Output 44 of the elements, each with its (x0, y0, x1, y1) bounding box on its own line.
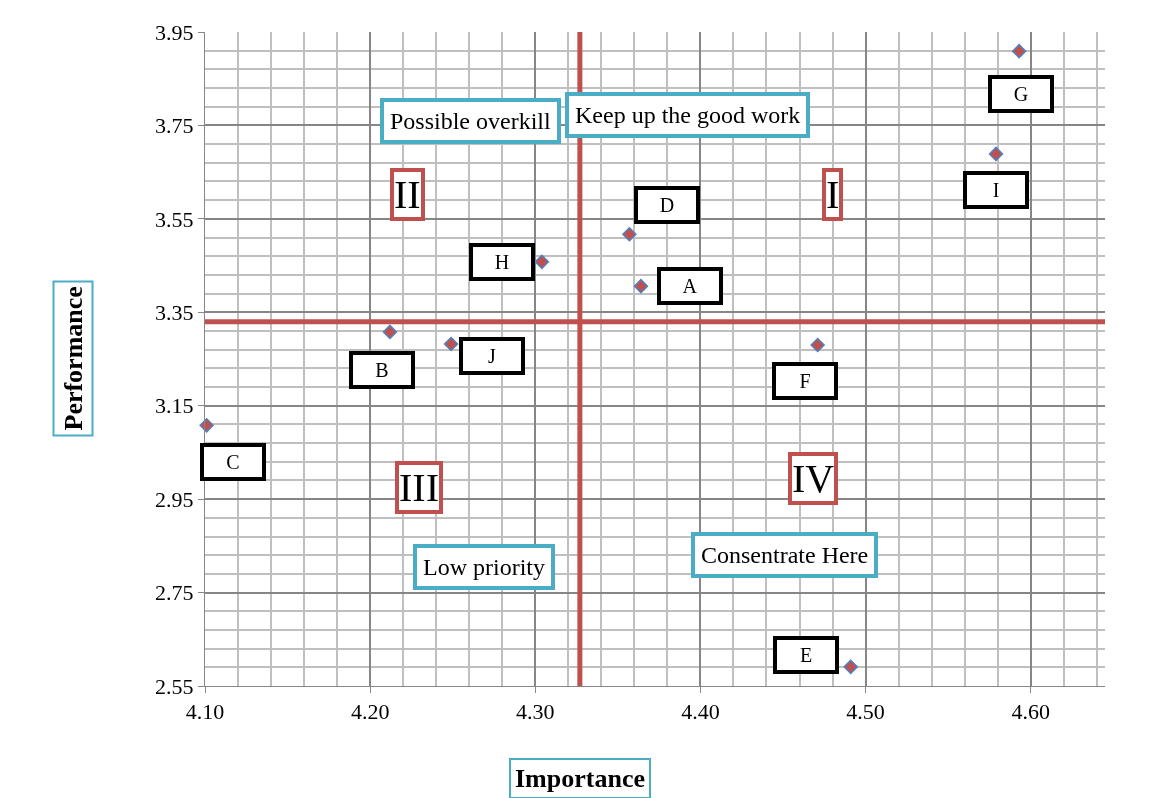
point (443, 336, 459, 352)
annotation: D (659, 194, 675, 216)
y-tick-label: 3.55 (155, 206, 194, 232)
x-tick-label: 4.50 (846, 699, 885, 725)
point (622, 227, 637, 242)
x-tick-label: 4.60 (1011, 699, 1050, 725)
y-tick-label: 3.15 (155, 393, 194, 419)
annotation: I (992, 179, 1000, 201)
annotation: III (399, 465, 439, 510)
x-tick-label: 4.30 (516, 699, 555, 725)
annotation: Low priority (423, 554, 545, 580)
y-tick-label: 3.35 (155, 299, 194, 325)
point (534, 254, 550, 270)
y-tick-label: 2.75 (155, 580, 194, 606)
point (810, 337, 825, 353)
annotation: I (826, 172, 840, 217)
point (633, 278, 649, 294)
annotation: H (494, 251, 510, 273)
annotation: Keep up the good work (575, 102, 801, 128)
point (382, 324, 398, 340)
annotation: Consentrate Here (701, 542, 869, 568)
annotation: IV (792, 456, 835, 501)
x-tick-label: 4.20 (350, 699, 390, 725)
annotation: E (799, 644, 813, 666)
point (988, 146, 1004, 162)
annotation: J (488, 345, 496, 367)
y-axis-title: Performance (58, 286, 88, 431)
point (199, 418, 214, 433)
y-tick-label: 2.55 (155, 673, 194, 699)
y-tick-label: 3.95 (155, 19, 194, 45)
annotation: II (394, 172, 421, 217)
annotation: Possible overkill (390, 108, 551, 134)
annotation: F (799, 370, 811, 392)
annotation: B (375, 359, 389, 381)
annotation: C (226, 451, 240, 473)
x-axis-title: Importance (515, 764, 645, 793)
x-tick-label: 4.10 (185, 699, 225, 725)
y-tick-label: 3.75 (155, 113, 194, 139)
annotation: A (682, 275, 698, 297)
x-tick-label: 4.40 (681, 699, 720, 725)
point (1011, 43, 1027, 59)
y-tick-label: 2.95 (155, 486, 194, 512)
point (843, 659, 858, 675)
annotation: G (1013, 83, 1029, 105)
